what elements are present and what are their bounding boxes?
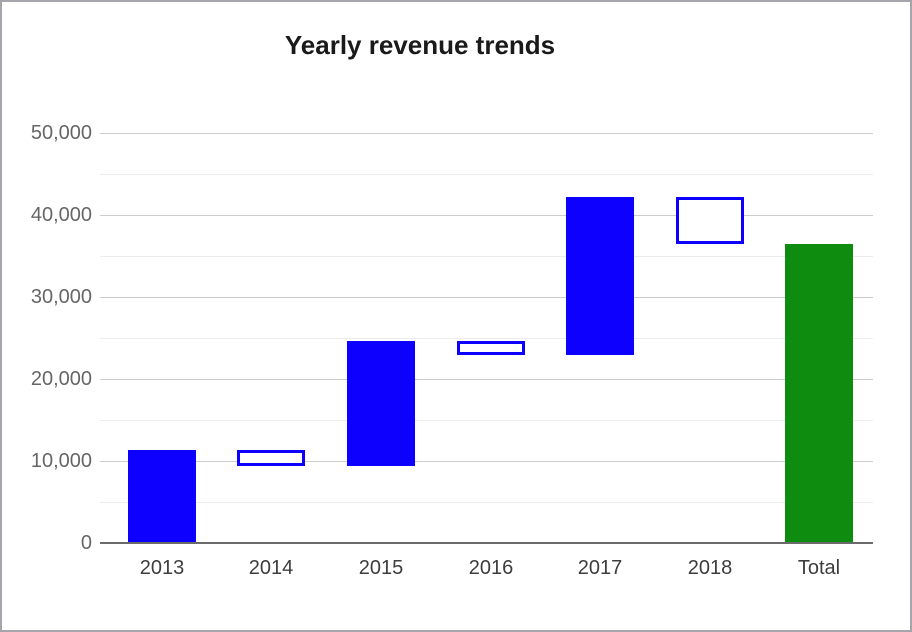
gridline-major-10000 — [100, 461, 873, 462]
y-tick-label-40000: 40,000 — [30, 204, 92, 226]
y-tick-label-20000: 20,000 — [30, 368, 92, 390]
x-axis-baseline — [100, 542, 873, 544]
x-tick-label-2013: 2013 — [139, 557, 185, 579]
bar-2016 — [457, 341, 525, 355]
x-tick-label-2016: 2016 — [468, 557, 514, 579]
gridline-major-40000 — [100, 215, 873, 216]
bar-2014 — [237, 450, 305, 466]
gridline-minor-35000 — [100, 256, 873, 257]
bar-2018 — [676, 197, 744, 244]
gridline-major-30000 — [100, 297, 873, 298]
y-tick-label-10000: 10,000 — [30, 450, 92, 472]
gridline-minor-25000 — [100, 338, 873, 339]
bar-2015 — [347, 341, 415, 466]
x-tick-label-2014: 2014 — [248, 557, 294, 579]
bar-2013 — [128, 450, 196, 543]
x-tick-label-total: Total — [797, 557, 841, 579]
gridline-minor-5000 — [100, 502, 873, 503]
gridline-minor-15000 — [100, 420, 873, 421]
bar-total — [785, 244, 853, 543]
gridline-major-50000 — [100, 133, 873, 134]
gridline-minor-45000 — [100, 174, 873, 175]
gridline-major-20000 — [100, 379, 873, 380]
y-tick-label-30000: 30,000 — [30, 286, 92, 308]
y-tick-label-0: 0 — [80, 532, 92, 554]
x-tick-label-2018: 2018 — [687, 557, 733, 579]
y-tick-label-50000: 50,000 — [30, 122, 92, 144]
chart-title: Yearly revenue trends — [284, 30, 556, 60]
x-tick-label-2015: 2015 — [358, 557, 404, 579]
bar-2017 — [566, 197, 634, 355]
x-tick-label-2017: 2017 — [577, 557, 623, 579]
